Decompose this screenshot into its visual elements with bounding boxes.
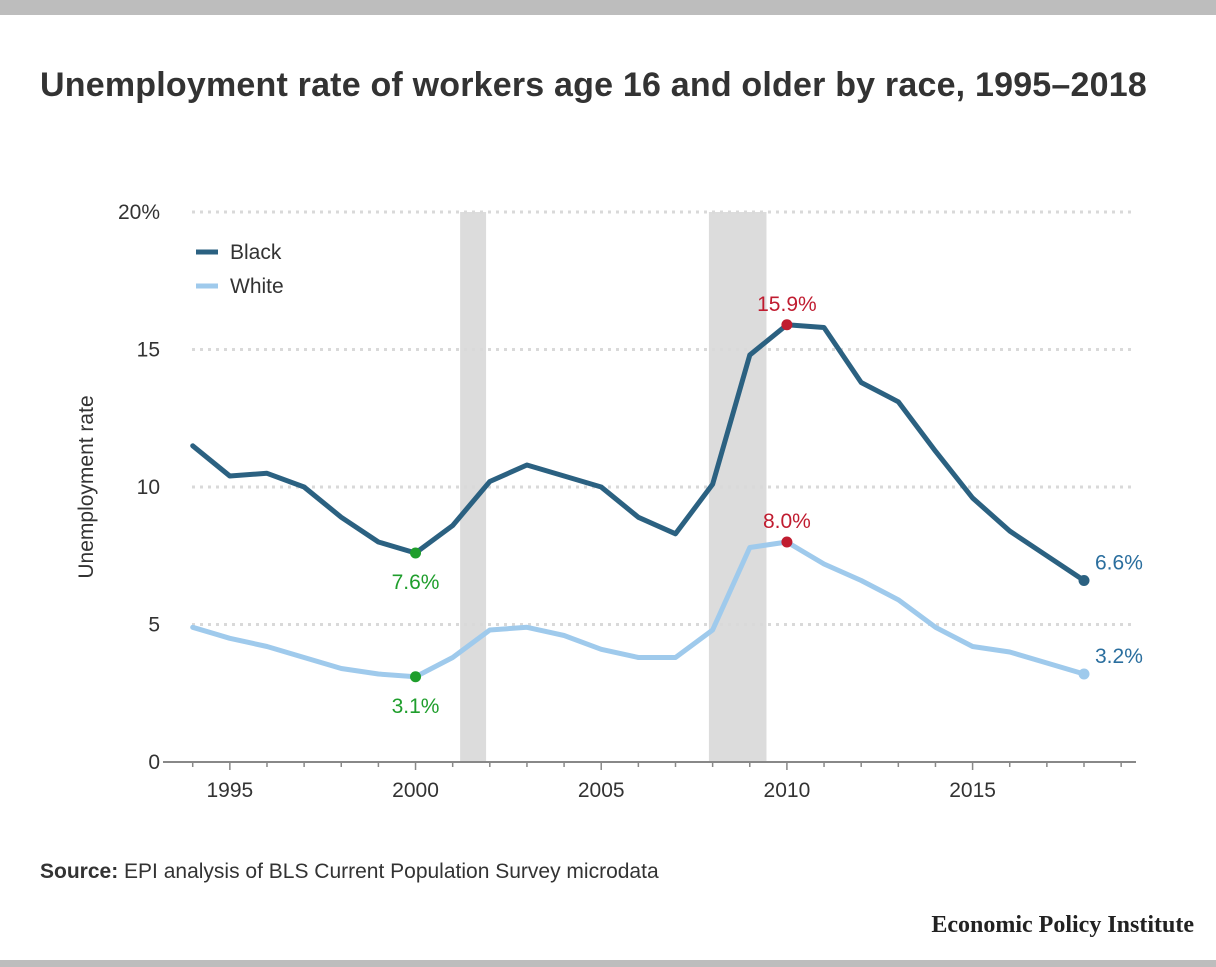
annotation-marker-white-2010 bbox=[781, 536, 793, 548]
annotation-label-white-2010: 8.0% bbox=[763, 510, 811, 533]
x-tick-label: 2000 bbox=[392, 779, 439, 802]
y-tick-label: 0 bbox=[148, 751, 160, 774]
source-text: EPI analysis of BLS Current Population S… bbox=[118, 860, 659, 883]
top-border-bar bbox=[0, 0, 1216, 15]
annotation-label-black-2010: 15.9% bbox=[757, 293, 817, 316]
annotation-label-black-2000: 7.6% bbox=[392, 571, 440, 594]
axes: 0 5 10 15 20% 1995 2000 2005 2010 2015 Unemploymen… bbox=[75, 201, 1136, 802]
series-line-black bbox=[190, 322, 1087, 583]
legend-label-white: White bbox=[230, 275, 284, 298]
bottom-border-bar bbox=[0, 960, 1216, 967]
y-axis-title: Unemployment rate bbox=[75, 395, 98, 578]
annotation-marker-white-2018 bbox=[1078, 668, 1090, 680]
annotation-marker-white-2000 bbox=[410, 671, 422, 683]
annotation-marker-black-2000 bbox=[410, 547, 422, 559]
x-tick-label: 2015 bbox=[949, 779, 996, 802]
annotation-marker-black-2018 bbox=[1078, 575, 1090, 586]
x-tick-label: 2010 bbox=[764, 779, 811, 802]
annotation-label-white-2018: 3.2% bbox=[1095, 645, 1143, 668]
y-tick-label: 15 bbox=[137, 339, 160, 362]
annotations: 7.6% 3.1% 15.9% 8.0% 6.6% 3.2% bbox=[392, 293, 1143, 718]
chart-title: Unemployment rate of workers age 16 and … bbox=[40, 66, 1147, 104]
source-note: Source: EPI analysis of BLS Current Popu… bbox=[40, 860, 659, 884]
annotation-label-black-2018: 6.6% bbox=[1095, 552, 1143, 575]
gridlines bbox=[192, 210, 1136, 626]
series-line-white bbox=[190, 539, 1087, 680]
y-tick-label: 10 bbox=[137, 476, 160, 499]
legend-label-black: Black bbox=[230, 241, 282, 264]
source-label: Source: bbox=[40, 860, 119, 883]
legend: Black White bbox=[196, 241, 284, 298]
annotation-label-white-2000: 3.1% bbox=[392, 695, 440, 718]
x-tick-label: 1995 bbox=[206, 779, 253, 802]
y-tick-label: 5 bbox=[148, 614, 160, 637]
annotation-marker-black-2010 bbox=[781, 319, 793, 331]
series-lines bbox=[190, 322, 1087, 680]
organization-logo: Economic Policy Institute bbox=[931, 912, 1194, 938]
x-tick-label: 2005 bbox=[578, 779, 625, 802]
y-tick-label: 20% bbox=[118, 201, 160, 224]
